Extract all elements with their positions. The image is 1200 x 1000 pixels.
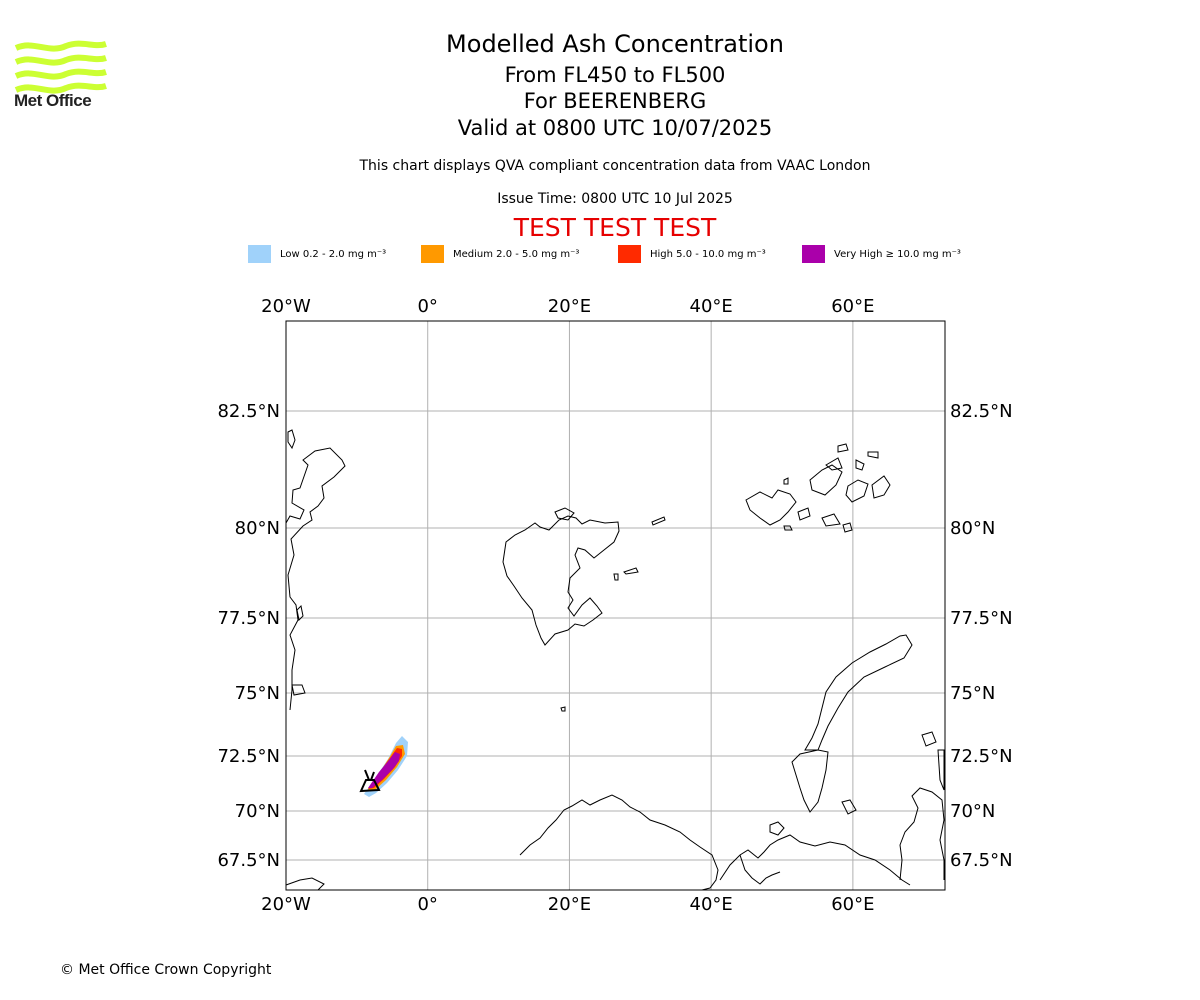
franz-josef-8 bbox=[783, 477, 789, 485]
legend-label-very-high: Very High ≥ 10.0 mg m⁻³ bbox=[834, 248, 961, 260]
franz-josef-13 bbox=[783, 525, 793, 531]
lon-label-bottom: 0° bbox=[417, 894, 437, 915]
svalbard-kvitoya bbox=[651, 516, 666, 526]
lat-label-left: 80°N bbox=[235, 518, 280, 539]
test-banner: TEST TEST TEST bbox=[513, 213, 717, 242]
taymyr-edge bbox=[937, 749, 945, 791]
yamal-coast bbox=[899, 787, 945, 881]
valid-time: Valid at 0800 UTC 10/07/2025 bbox=[457, 116, 773, 140]
logo-text: Met Office bbox=[14, 91, 92, 110]
legend-swatch-high bbox=[618, 245, 641, 263]
lon-label-top: 40°E bbox=[690, 296, 733, 317]
map-axis-labels: 20°W 20°W 0° 0° 20°E 20°E 40°E 40°E 60°E 60°E 82.5… bbox=[217, 296, 1012, 915]
lat-label-left: 70°N bbox=[235, 801, 280, 822]
vaygach bbox=[841, 799, 857, 815]
greenland-coast bbox=[285, 447, 346, 711]
lon-label-bottom: 20°E bbox=[548, 894, 591, 915]
legend-label-low: Low 0.2 - 2.0 mg m⁻³ bbox=[280, 248, 387, 260]
novaya-zemlya-south bbox=[791, 749, 829, 813]
franz-josef-6 bbox=[837, 443, 849, 453]
lat-label-left: 67.5°N bbox=[217, 850, 280, 871]
lat-label-right: 72.5°N bbox=[950, 746, 1013, 767]
lat-label-right: 70°N bbox=[950, 801, 995, 822]
coastlines bbox=[285, 429, 945, 891]
legend-item-very-high: Very High ≥ 10.0 mg m⁻³ bbox=[802, 244, 961, 264]
lon-label-top: 20°W bbox=[261, 296, 311, 317]
lat-label-left: 75°N bbox=[235, 683, 280, 704]
lat-label-left: 82.5°N bbox=[217, 401, 280, 422]
franz-josef-7 bbox=[867, 451, 879, 459]
franz-josef-11 bbox=[842, 522, 853, 533]
issue-time: Issue Time: 0800 UTC 10 Jul 2025 bbox=[497, 191, 733, 207]
lat-label-right: 80°N bbox=[950, 518, 995, 539]
legend-label-medium: Medium 2.0 - 5.0 mg m⁻³ bbox=[453, 248, 580, 260]
franz-josef-4 bbox=[871, 475, 891, 499]
legend-swatch-low bbox=[248, 245, 271, 263]
ash-map: 20°W 20°W 0° 0° 20°E 20°E 40°E 40°E 60°E 60°E 82.5… bbox=[217, 296, 1012, 915]
franz-josef-5 bbox=[821, 513, 841, 527]
franz-josef-10 bbox=[855, 459, 865, 471]
greenland-island-2 bbox=[296, 604, 304, 622]
greenland-south bbox=[285, 877, 325, 891]
lon-label-bottom: 40°E bbox=[690, 894, 733, 915]
lat-label-right: 67.5°N bbox=[950, 850, 1013, 871]
lon-label-top: 20°E bbox=[548, 296, 591, 317]
legend-swatch-very-high bbox=[802, 245, 825, 263]
svalbard-kong-karl-2 bbox=[613, 573, 619, 581]
white-sea bbox=[739, 854, 781, 885]
legend-item-medium: Medium 2.0 - 5.0 mg m⁻³ bbox=[421, 244, 579, 264]
met-office-logo bbox=[14, 40, 107, 94]
kolguev bbox=[769, 821, 785, 836]
lat-label-right: 75°N bbox=[950, 683, 995, 704]
lon-label-bottom: 60°E bbox=[831, 894, 874, 915]
novaya-zemlya-north bbox=[804, 634, 913, 751]
franz-josef-2 bbox=[809, 464, 843, 496]
lat-label-right: 82.5°N bbox=[950, 401, 1013, 422]
yamal-island bbox=[921, 731, 937, 747]
svalbard-kong-karl-1 bbox=[623, 567, 639, 575]
svalbard-spitsbergen bbox=[502, 515, 620, 646]
legend-swatch-medium bbox=[421, 245, 444, 263]
legend-item-low: Low 0.2 - 2.0 mg m⁻³ bbox=[248, 244, 386, 264]
volcano-marker bbox=[359, 769, 381, 793]
map-gridlines bbox=[285, 321, 945, 890]
franz-josef-9 bbox=[825, 457, 843, 471]
kola-coast bbox=[719, 834, 911, 886]
flight-levels: From FL450 to FL500 bbox=[504, 63, 726, 87]
map-frame bbox=[285, 320, 946, 891]
lon-label-bottom: 20°W bbox=[261, 894, 311, 915]
franz-josef-1 bbox=[745, 489, 797, 526]
volcano-name: For BEERENBERG bbox=[523, 89, 707, 113]
ash-plume-very-high bbox=[368, 752, 400, 788]
subtitle: This chart displays QVA compliant concen… bbox=[359, 158, 871, 174]
lon-label-top: 0° bbox=[417, 296, 437, 317]
legend-item-high: High 5.0 - 10.0 mg m⁻³ bbox=[618, 244, 766, 264]
chart-title: Modelled Ash Concentration bbox=[446, 30, 784, 58]
lon-label-top: 60°E bbox=[831, 296, 874, 317]
lat-label-right: 77.5°N bbox=[950, 608, 1013, 629]
ash-plume bbox=[364, 736, 408, 797]
scandinavia-russia-coast bbox=[519, 794, 719, 891]
legend-label-high: High 5.0 - 10.0 mg m⁻³ bbox=[650, 248, 766, 260]
svalbard-nordaustlandet bbox=[554, 507, 575, 521]
lat-label-left: 77.5°N bbox=[217, 608, 280, 629]
lat-label-left: 72.5°N bbox=[217, 746, 280, 767]
bear-island bbox=[560, 706, 566, 712]
franz-josef-3 bbox=[845, 479, 869, 503]
greenland-island-1 bbox=[287, 429, 296, 450]
franz-josef-12 bbox=[797, 507, 811, 521]
greenland-island-3 bbox=[291, 684, 306, 696]
copyright: © Met Office Crown Copyright bbox=[60, 962, 272, 978]
